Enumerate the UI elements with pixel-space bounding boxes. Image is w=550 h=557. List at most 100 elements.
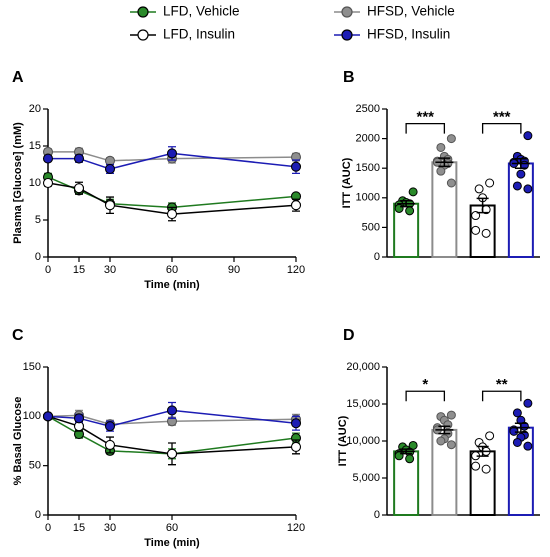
legend-marker [341, 29, 353, 41]
data-point [436, 166, 446, 176]
data-point [166, 405, 178, 416]
y-axis-title: ITT (AUC) [337, 415, 349, 466]
data-point [471, 211, 481, 221]
y-tick-label: 2500 [356, 103, 380, 115]
data-point [512, 181, 522, 191]
y-tick-label: 2000 [356, 133, 380, 145]
x-axis-title: Time (min) [144, 279, 200, 291]
x-tick-label: 0 [45, 522, 51, 534]
y-tick-label: 150 [23, 361, 41, 373]
data-point [485, 178, 495, 188]
y-tick-label: 10,000 [346, 435, 380, 447]
data-point [408, 187, 418, 197]
data-point [471, 225, 481, 235]
y-tick-label: 20 [29, 103, 41, 115]
error-bar [473, 197, 492, 214]
legend-label: LFD, Insulin [163, 27, 235, 42]
data-point [446, 134, 456, 144]
y-tick-label: 1500 [356, 162, 380, 174]
x-tick-label: 60 [166, 522, 178, 534]
data-point [42, 153, 54, 164]
data-point [446, 410, 456, 420]
y-axis-title: ITT (AUC) [341, 157, 353, 208]
significance-label: * [422, 376, 428, 393]
y-tick-label: 0 [374, 509, 380, 521]
x-tick-label: 15 [73, 264, 85, 276]
panel-label: A [12, 69, 24, 86]
legend-label: HFSD, Insulin [367, 27, 450, 42]
y-tick-label: 0 [374, 251, 380, 263]
y-tick-label: 15,000 [346, 398, 380, 410]
error-bar [435, 425, 454, 435]
legend-marker [341, 6, 353, 18]
data-point [405, 206, 415, 216]
data-point [446, 178, 456, 188]
significance-bracket [405, 122, 446, 134]
data-point [485, 431, 495, 441]
panel-label: B [343, 69, 355, 86]
y-axis-title: % Basal Glucose [12, 397, 24, 486]
error-bar [473, 445, 492, 457]
data-point [481, 228, 491, 238]
y-tick-label: 500 [362, 221, 380, 233]
data-point [104, 200, 116, 211]
legend-label: HFSD, Vehicle [367, 4, 455, 19]
data-point [104, 163, 116, 174]
y-axis-title: Plasma [Glucose] (mM) [12, 122, 24, 244]
error-bar [435, 157, 454, 168]
data-point [394, 203, 404, 213]
data-point [523, 131, 533, 141]
y-tick-label: 10 [29, 177, 41, 189]
data-point [436, 142, 446, 152]
x-axis-title: Time (min) [144, 537, 200, 549]
data-point [446, 440, 456, 450]
y-tick-label: 15 [29, 140, 41, 152]
legend-marker [137, 6, 149, 18]
data-point [523, 398, 533, 408]
data-point [405, 454, 415, 464]
significance-bracket [481, 390, 522, 402]
x-tick-label: 30 [104, 264, 116, 276]
data-point [512, 437, 522, 447]
data-point [166, 148, 178, 159]
panel-label: D [343, 327, 355, 344]
significance-label: *** [416, 109, 434, 126]
panel-label: C [12, 327, 24, 344]
data-point [104, 421, 116, 432]
y-tick-label: 20,000 [346, 361, 380, 373]
error-bar [511, 422, 530, 433]
y-tick-label: 1000 [356, 192, 380, 204]
data-point [290, 441, 302, 452]
y-tick-label: 100 [23, 410, 41, 422]
bar [431, 428, 458, 516]
data-point [42, 411, 54, 422]
error-bar [397, 200, 416, 208]
data-point [523, 184, 533, 194]
data-point [523, 441, 533, 451]
data-point [516, 169, 526, 179]
bar [431, 161, 458, 258]
y-tick-label: 50 [29, 460, 41, 472]
data-point [436, 436, 446, 446]
x-tick-label: 120 [287, 264, 305, 276]
y-tick-label: 0 [35, 509, 41, 521]
data-point [73, 153, 85, 164]
significance-label: ** [496, 376, 508, 393]
data-point [166, 209, 178, 220]
data-point [290, 161, 302, 172]
data-point [166, 448, 178, 459]
data-point [481, 464, 491, 474]
y-tick-label: 0 [35, 251, 41, 263]
y-tick-label: 5 [35, 214, 41, 226]
significance-bracket [405, 390, 446, 402]
x-tick-label: 30 [104, 522, 116, 534]
data-point [471, 461, 481, 471]
data-point [73, 183, 85, 194]
data-point [290, 200, 302, 211]
data-point [104, 439, 116, 450]
data-point [73, 413, 85, 424]
significance-label: *** [493, 109, 511, 126]
data-point [42, 177, 54, 189]
data-point [512, 408, 522, 418]
